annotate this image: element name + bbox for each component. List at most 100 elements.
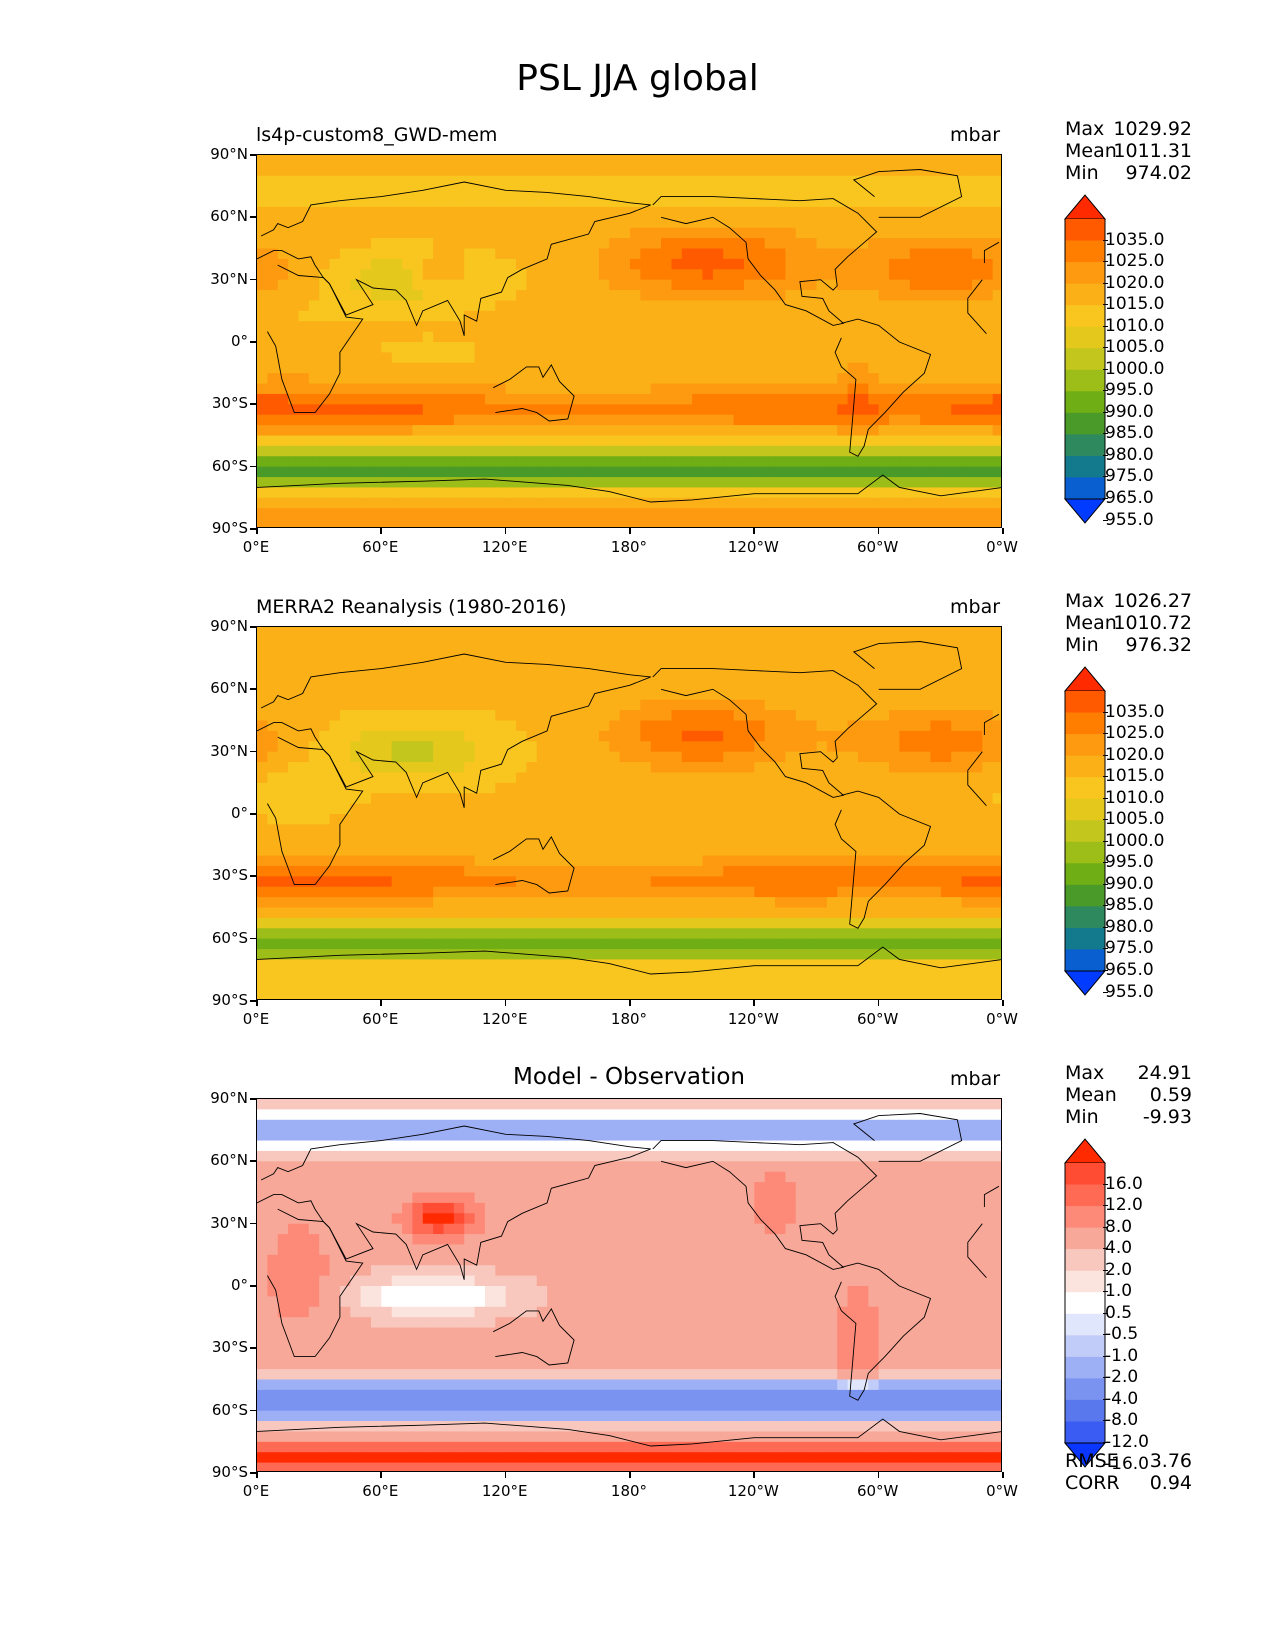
difference-lat-tick	[250, 1285, 256, 1287]
test-colorbar-swatch	[1065, 348, 1105, 371]
test-lon-label: 0°E	[242, 538, 270, 556]
difference-colorbar-svg	[1063, 1138, 1107, 1468]
reference-lat-label: 90°N	[210, 617, 248, 635]
coastline-northAmerica	[652, 668, 878, 798]
difference-lon-label: 60°E	[362, 1482, 399, 1500]
reference-colorbar-tick	[1103, 754, 1108, 756]
difference-stat-value: -9.93	[1142, 1106, 1192, 1128]
difference-stat-label: Mean	[1065, 1084, 1117, 1106]
test-colorbar-tick	[1103, 498, 1108, 499]
reference-lat-tick	[250, 937, 256, 940]
reference-stat-label: Mean	[1065, 612, 1117, 634]
difference-lon-tick	[629, 1472, 631, 1478]
reference-lon-label: 0°E	[242, 1010, 270, 1028]
test-colorbar-label: 955.0	[1105, 509, 1154, 530]
coastline-eurasia	[983, 713, 1000, 735]
difference-colorbar-min-extend	[1063, 1442, 1107, 1468]
reference-colorbar-tick	[1103, 926, 1108, 928]
difference-lat-label: 90°S	[211, 1463, 248, 1481]
reference-colorbar	[1063, 666, 1108, 996]
reference-lon-tick	[1002, 1000, 1004, 1006]
reference-colorbar-label: 980.0	[1105, 916, 1154, 937]
test-lon-label: 60°W	[856, 538, 899, 556]
reference-colorbar-swatch	[1065, 820, 1105, 843]
reference-colorbar-label: 1005.0	[1105, 809, 1165, 830]
test-stat-max: Max 1029.92	[1065, 118, 1192, 140]
coastline-greenland	[852, 1113, 963, 1162]
reference-map-field	[257, 627, 1001, 999]
test-lat-tick	[250, 528, 256, 530]
coastline-eurasia	[257, 1125, 651, 1280]
coastline-eurasia	[257, 181, 651, 336]
coastline-southAmerica	[834, 790, 932, 929]
coastline-northAmerica	[652, 1140, 878, 1270]
reference-stat-value: 1010.72	[1113, 612, 1192, 634]
reference-lon-tick	[629, 1000, 631, 1006]
reference-colorbar-swatch	[1065, 863, 1105, 886]
coastline-africa	[967, 279, 987, 334]
reference-colorbar-tick	[1103, 883, 1108, 885]
reference-colorbar-swatch	[1065, 734, 1105, 757]
reference-colorbar-swatch	[1065, 906, 1105, 929]
reference-colorbar-label: 1010.0	[1105, 787, 1165, 808]
coastline-antarctica	[257, 946, 1001, 975]
test-colorbar-label: 990.0	[1105, 401, 1154, 422]
difference-colorbar-label: -0.5	[1105, 1324, 1139, 1345]
difference-colorbar-tick	[1103, 1248, 1108, 1250]
difference-colorbar-tick	[1103, 1420, 1108, 1422]
reference-colorbar-swatch	[1065, 691, 1105, 713]
test-colorbar-tick	[1103, 433, 1108, 435]
test-lat-tick	[250, 216, 256, 218]
test-lat-label: 30°S	[211, 394, 248, 413]
test-lon-label: 0°W	[986, 538, 1018, 556]
test-lon-tick	[1002, 528, 1004, 534]
reference-colorbar-label: 985.0	[1105, 895, 1154, 916]
reference-lat-tick	[250, 875, 256, 877]
difference-colorbar-swatch	[1065, 1270, 1105, 1293]
test-lat-label: 90°S	[211, 519, 248, 537]
reference-colorbar-tick	[1103, 776, 1108, 778]
test-colorbar-tick	[1103, 347, 1108, 349]
difference-lon-tick	[256, 1472, 258, 1478]
difference-lat-label: 60°N	[210, 1151, 248, 1170]
test-colorbar-swatch	[1065, 305, 1105, 328]
reference-lon-tick	[380, 1000, 382, 1006]
test-colorbar-swatch	[1065, 477, 1105, 500]
difference-colorbar-swatch	[1065, 1227, 1105, 1250]
test-map-coastlines	[257, 169, 1001, 503]
test-colorbar-label: 985.0	[1105, 423, 1154, 444]
difference-colorbar-label: 16.0	[1105, 1173, 1143, 1194]
reference-colorbar-tick	[1103, 840, 1108, 842]
test-colorbar-swatch	[1065, 240, 1105, 263]
difference-colorbar-label: 12.0	[1105, 1195, 1143, 1216]
difference-colorbar-label: 1.0	[1105, 1281, 1133, 1302]
test-colorbar-swatch	[1065, 262, 1105, 285]
difference-lon-label: 0°E	[242, 1482, 270, 1500]
difference-colorbar-tick	[1103, 1463, 1108, 1465]
reference-colorbar-tick	[1103, 862, 1108, 864]
difference-colorbar-swatch	[1065, 1378, 1105, 1401]
reference-stat-max: Max 1026.27	[1065, 590, 1192, 612]
reference-colorbar-swatch	[1065, 841, 1105, 864]
test-stat-min: Min 974.02	[1065, 162, 1192, 184]
test-colorbar-swatch	[1065, 391, 1105, 414]
difference-colorbar-label: -4.0	[1105, 1388, 1139, 1409]
reference-colorbar-swatch	[1065, 755, 1105, 778]
difference-lat-tick	[250, 1098, 256, 1100]
reference-colorbar-max-extend	[1063, 666, 1107, 692]
difference-stat-value: 0.59	[1149, 1084, 1192, 1106]
test-lat-tick	[250, 465, 256, 468]
difference-stat-label: Max	[1065, 1062, 1105, 1084]
reference-stat-min: Min 976.32	[1065, 634, 1192, 656]
coastline-northAmerica	[652, 196, 878, 326]
reference-colorbar-swatch	[1065, 712, 1105, 735]
difference-metric-value: 0.94	[1149, 1472, 1192, 1494]
test-stat-label: Mean	[1065, 140, 1117, 162]
test-lat-tick	[250, 341, 256, 343]
difference-lon-tick	[877, 1472, 880, 1478]
reference-left-title: MERRA2 Reanalysis (1980-2016)	[256, 596, 567, 618]
test-colorbar-tick	[1103, 239, 1108, 241]
test-map-field	[257, 155, 1001, 527]
test-colorbar-tick	[1103, 261, 1108, 263]
test-lon-tick	[877, 528, 880, 534]
